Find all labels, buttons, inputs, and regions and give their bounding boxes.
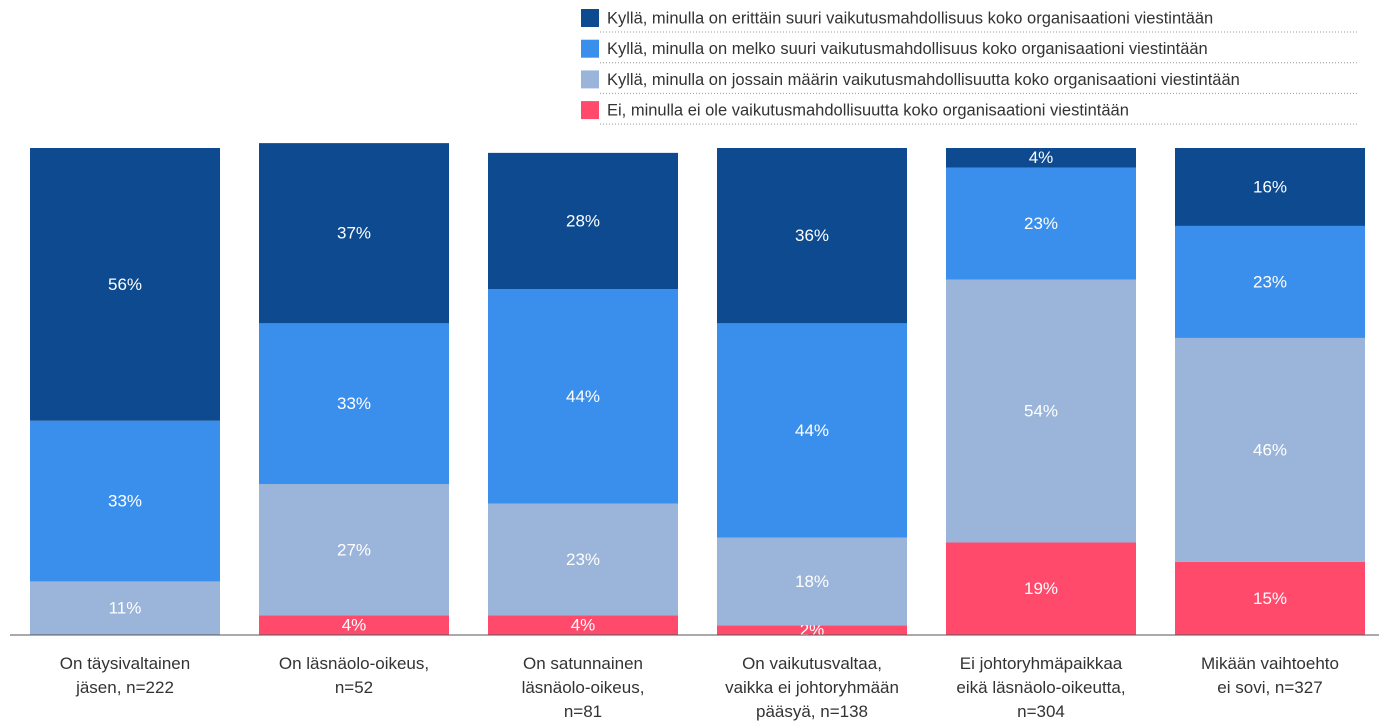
- bar-segment: [946, 279, 1136, 543]
- bar-segment: [488, 289, 678, 504]
- data-label: 23%: [566, 550, 600, 569]
- data-label: 4%: [342, 616, 367, 635]
- bar-segment: [1175, 225, 1365, 338]
- data-label: 33%: [108, 492, 142, 511]
- bar-segment: [259, 484, 449, 616]
- data-label: 37%: [337, 224, 371, 243]
- bar-segment: [946, 148, 1136, 168]
- data-label: 54%: [1024, 401, 1058, 420]
- x-tick-label: Ei johtoryhmäpaikkaa eikä läsnäolo-oikeu…: [956, 654, 1126, 721]
- data-label: 44%: [566, 387, 600, 406]
- bar-segment: [30, 581, 220, 635]
- x-tick-label: Mikään vaihtoehto ei sovi, n=327: [1201, 654, 1339, 697]
- legend-label: Kyllä, minulla on jossain määrin vaikutu…: [607, 71, 1240, 89]
- x-tick-label: On vaikutusvaltaa, vaikka ei johtoryhmää…: [725, 654, 899, 721]
- bar-segment: [1175, 561, 1365, 635]
- bar-segment: [488, 615, 678, 635]
- data-label: 33%: [337, 394, 371, 413]
- bar-segment: [488, 152, 678, 290]
- x-tick-label: On satunnainen läsnäolo-oikeus, n=81: [521, 654, 645, 721]
- data-label: 23%: [1024, 214, 1058, 233]
- legend-swatch: [581, 9, 599, 27]
- legend-swatch: [581, 39, 599, 58]
- bar-segment: [717, 323, 907, 538]
- data-label: 44%: [795, 421, 829, 440]
- bar-segment: [717, 537, 907, 626]
- legend-label: Ei, minulla ei ole vaikutusmahdollisuutt…: [607, 101, 1129, 119]
- bar-segment: [717, 625, 907, 635]
- bar-segment: [488, 503, 678, 616]
- legend-label: Kyllä, minulla on melko suuri vaikutusma…: [607, 40, 1208, 58]
- data-label: 28%: [566, 212, 600, 231]
- data-label: 27%: [337, 540, 371, 559]
- x-tick-label: On läsnäolo-oikeus, n=52: [278, 654, 430, 697]
- data-label: 23%: [1253, 272, 1287, 291]
- bar-segment: [1175, 337, 1365, 562]
- bar-segment: [946, 167, 1136, 280]
- data-label: 15%: [1253, 589, 1287, 608]
- bar-segment: [717, 148, 907, 324]
- legend-swatch: [581, 70, 599, 89]
- x-tick-label: On täysivaltainen jäsen, n=222: [59, 654, 191, 697]
- data-label: 36%: [795, 226, 829, 245]
- bar-segment: [946, 542, 1136, 635]
- data-label: 11%: [109, 599, 142, 618]
- bar-segment: [259, 143, 449, 324]
- data-label: 16%: [1253, 177, 1287, 196]
- data-label: 18%: [795, 572, 829, 591]
- legend-swatch: [581, 101, 599, 120]
- bar-segment: [1175, 148, 1365, 226]
- bar-segment: [30, 420, 220, 582]
- data-label: 4%: [571, 616, 596, 635]
- data-label: 4%: [1029, 148, 1054, 167]
- bar-segment: [30, 148, 220, 421]
- bar-segment: [259, 615, 449, 635]
- data-label: 56%: [108, 275, 142, 294]
- data-label: 46%: [1253, 440, 1287, 459]
- legend-label: Kyllä, minulla on erittäin suuri vaikutu…: [607, 9, 1213, 27]
- data-label: 19%: [1024, 579, 1058, 598]
- bar-segment: [259, 323, 449, 485]
